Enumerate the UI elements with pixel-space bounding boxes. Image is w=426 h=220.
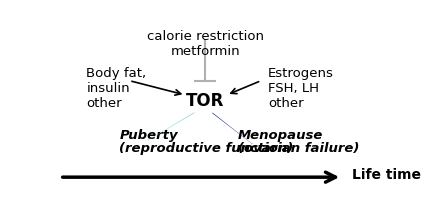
- Text: (reproductive function): (reproductive function): [119, 142, 294, 155]
- Text: Menopause: Menopause: [238, 129, 323, 142]
- Text: Body fat,
insulin
other: Body fat, insulin other: [86, 67, 147, 110]
- Text: TOR: TOR: [186, 92, 225, 110]
- Text: calorie restriction
metformin: calorie restriction metformin: [147, 30, 264, 58]
- Text: (ovarian failure): (ovarian failure): [238, 142, 360, 155]
- Text: Puberty: Puberty: [119, 129, 178, 142]
- Text: Estrogens
FSH, LH
other: Estrogens FSH, LH other: [268, 67, 334, 110]
- Text: Life time: Life time: [352, 168, 421, 182]
